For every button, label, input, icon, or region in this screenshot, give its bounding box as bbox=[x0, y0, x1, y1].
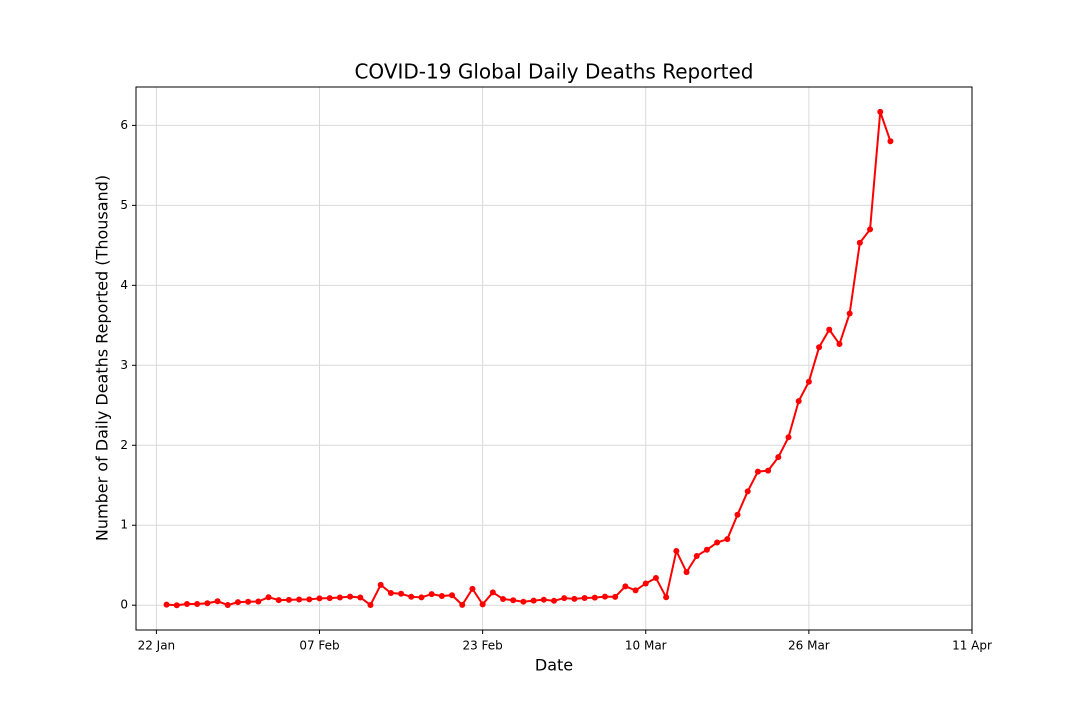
data-point bbox=[428, 591, 435, 598]
data-point bbox=[510, 597, 517, 604]
grid bbox=[136, 87, 973, 630]
data-point bbox=[347, 593, 354, 600]
data-point bbox=[194, 601, 201, 608]
data-point bbox=[693, 552, 700, 559]
y-tick-label: 1 bbox=[120, 518, 128, 532]
x-tick-label: 23 Feb bbox=[462, 639, 502, 653]
y-tick-label: 3 bbox=[120, 358, 128, 372]
x-axis-label: Date bbox=[535, 656, 573, 675]
data-point bbox=[612, 593, 619, 600]
plot-area bbox=[163, 108, 894, 609]
data-point bbox=[571, 595, 578, 602]
data-point bbox=[754, 468, 761, 475]
data-point bbox=[775, 454, 782, 461]
data-point bbox=[377, 581, 384, 588]
data-point bbox=[632, 587, 639, 594]
data-point bbox=[418, 594, 425, 601]
data-point bbox=[296, 596, 303, 603]
data-point bbox=[408, 593, 415, 600]
data-point bbox=[714, 539, 721, 546]
series-line bbox=[166, 111, 892, 607]
y-tick-label: 6 bbox=[120, 118, 128, 132]
x-tick-label: 26 Mar bbox=[788, 639, 830, 653]
data-point bbox=[540, 596, 547, 603]
data-point bbox=[255, 598, 262, 605]
data-point bbox=[856, 239, 863, 246]
data-point bbox=[316, 595, 323, 602]
y-tick-label: 0 bbox=[120, 598, 128, 612]
data-point bbox=[234, 599, 241, 606]
data-point bbox=[652, 574, 659, 581]
data-point bbox=[163, 601, 170, 608]
data-point bbox=[846, 310, 853, 317]
x-tick-label: 10 Mar bbox=[625, 639, 667, 653]
data-point bbox=[367, 601, 374, 608]
data-point bbox=[867, 226, 874, 233]
y-tick-label: 4 bbox=[120, 278, 128, 292]
data-point bbox=[285, 596, 292, 603]
data-point bbox=[744, 488, 751, 495]
data-point bbox=[887, 138, 894, 145]
data-point bbox=[561, 595, 568, 602]
data-point bbox=[703, 546, 710, 553]
data-point bbox=[214, 598, 221, 605]
x-tick-label: 07 Feb bbox=[299, 639, 339, 653]
data-point bbox=[581, 595, 588, 602]
data-point bbox=[877, 108, 884, 115]
data-point bbox=[245, 598, 252, 605]
data-point bbox=[601, 593, 608, 600]
data-point bbox=[336, 594, 343, 601]
data-point bbox=[387, 590, 394, 597]
axes-frame bbox=[135, 86, 973, 631]
data-point bbox=[438, 593, 445, 600]
data-point bbox=[642, 580, 649, 587]
data-point bbox=[500, 595, 507, 602]
data-point bbox=[551, 597, 557, 604]
x-tick-label: 11 Apr bbox=[952, 639, 992, 653]
x-tick-label: 22 Jan bbox=[138, 639, 176, 653]
data-point bbox=[173, 602, 180, 609]
data-point bbox=[224, 602, 231, 609]
data-point bbox=[734, 511, 741, 518]
data-point bbox=[591, 594, 598, 601]
data-point bbox=[663, 594, 670, 601]
data-point bbox=[398, 590, 405, 597]
data-point bbox=[265, 594, 272, 601]
data-point bbox=[275, 597, 282, 604]
data-point bbox=[449, 592, 456, 599]
data-point bbox=[836, 341, 843, 348]
data-point bbox=[816, 344, 823, 351]
data-point bbox=[805, 378, 812, 385]
data-point bbox=[826, 326, 833, 333]
data-point bbox=[479, 601, 486, 608]
y-axis-label: Number of Daily Deaths Reported (Thousan… bbox=[93, 175, 112, 541]
data-point bbox=[795, 398, 802, 405]
data-point bbox=[469, 585, 476, 592]
y-tick-label: 5 bbox=[120, 198, 128, 212]
data-point bbox=[520, 598, 527, 605]
data-point bbox=[673, 547, 680, 554]
chart-title: COVID-19 Global Daily Deaths Reported bbox=[354, 60, 753, 84]
data-point bbox=[306, 596, 313, 603]
data-point bbox=[459, 601, 466, 608]
data-point bbox=[326, 595, 333, 602]
data-point bbox=[183, 601, 190, 608]
data-point bbox=[765, 467, 772, 474]
data-point bbox=[530, 597, 537, 604]
data-point bbox=[357, 594, 364, 601]
data-point bbox=[622, 583, 629, 590]
data-point bbox=[204, 600, 211, 607]
data-point bbox=[683, 569, 690, 576]
data-point bbox=[724, 536, 731, 543]
y-tick-label: 2 bbox=[120, 438, 128, 452]
data-point bbox=[489, 589, 496, 596]
data-point bbox=[785, 434, 792, 441]
